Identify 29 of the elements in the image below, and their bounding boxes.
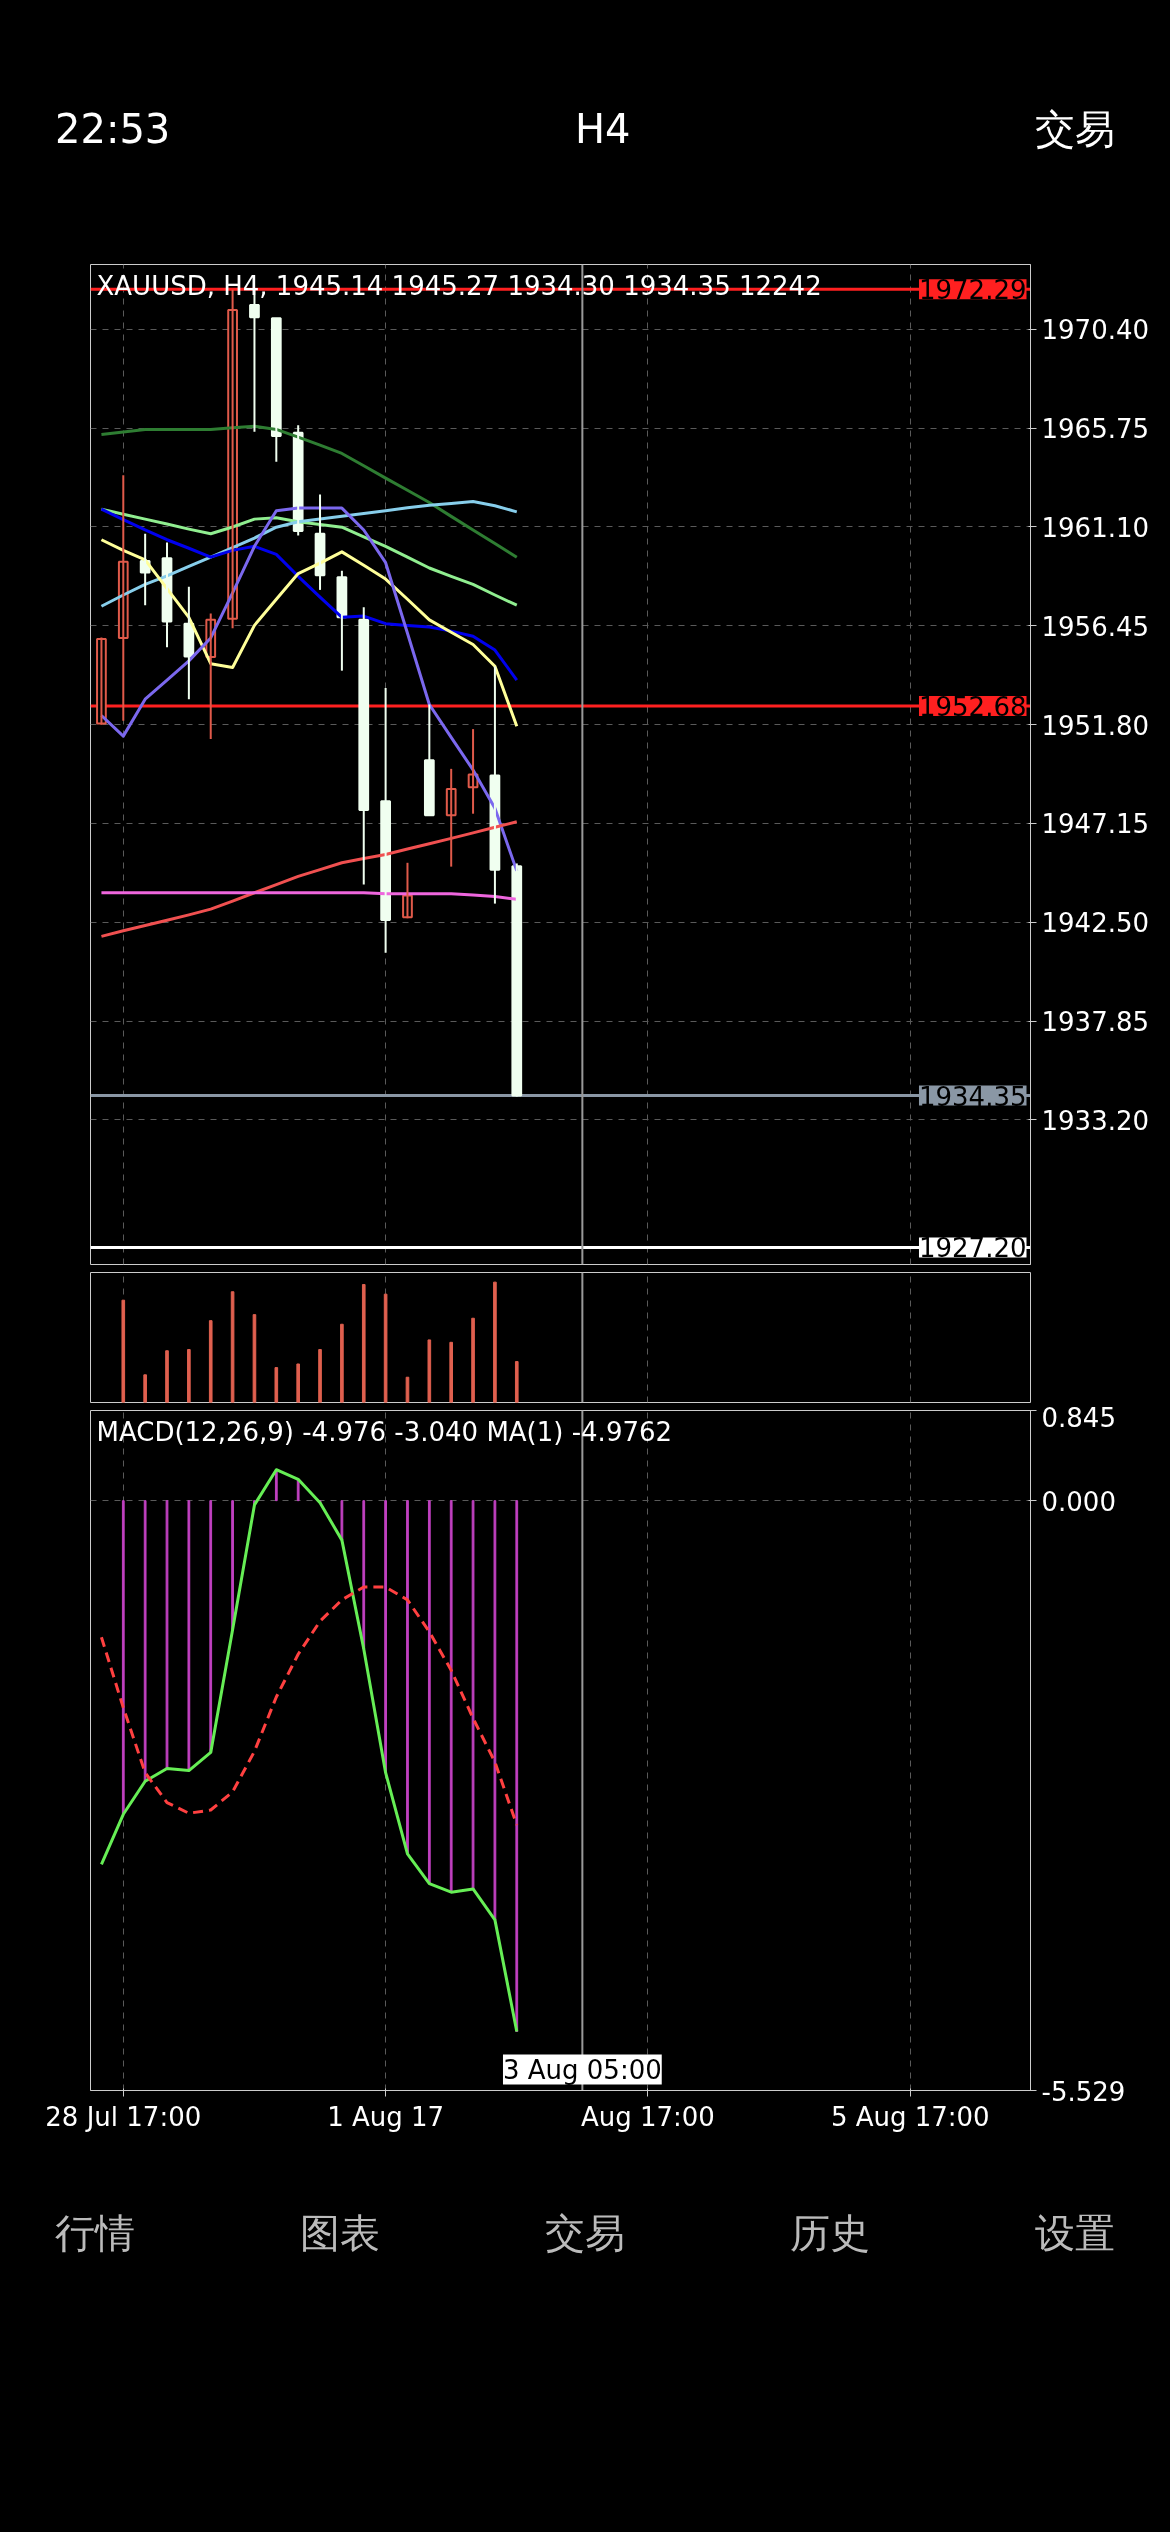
ref-line-label: 1952.68	[918, 691, 1027, 722]
y-tick-label: 1965.75	[1041, 414, 1150, 445]
y-tick-label: 1951.80	[1041, 710, 1150, 741]
y-tick-label: 1956.45	[1041, 611, 1150, 642]
y-tick-label: 0.845	[1041, 1402, 1116, 1433]
x-tick-label: 28 Jul 17:00	[45, 2101, 202, 2132]
ref-line-label: 1972.29	[918, 275, 1027, 306]
y-tick-label: 1947.15	[1041, 809, 1150, 840]
y-tick-label: 0.000	[1041, 1486, 1116, 1517]
text: H4	[573, 105, 632, 155]
y-tick-label: 1970.40	[1041, 315, 1150, 346]
x-tick-label: 5 Aug 17:00	[830, 2101, 990, 2132]
text: 22:53	[54, 105, 172, 155]
x-tick-label: 3 Aug 05:00	[502, 2054, 662, 2085]
text: 设置	[1034, 2209, 1116, 2259]
y-tick-label: 1937.85	[1041, 1007, 1150, 1038]
y-tick-label: 1961.10	[1041, 512, 1150, 543]
x-tick-label: 1 Aug 17	[327, 2101, 445, 2132]
ref-line-label: 1934.35	[918, 1081, 1027, 1112]
text: 交易	[1034, 105, 1116, 155]
text: 交易	[544, 2209, 626, 2259]
text: 图表	[299, 2209, 381, 2259]
x-tick-label: Aug 17:00	[580, 2101, 715, 2132]
text: 行情	[54, 2209, 136, 2259]
y-tick-label: 1942.50	[1041, 908, 1150, 939]
text: 历史	[789, 2209, 871, 2259]
ref-line-label: 1927.20	[918, 1233, 1027, 1264]
y-tick-label: -5.529	[1041, 2076, 1126, 2107]
y-tick-label: 1933.20	[1041, 1105, 1150, 1136]
